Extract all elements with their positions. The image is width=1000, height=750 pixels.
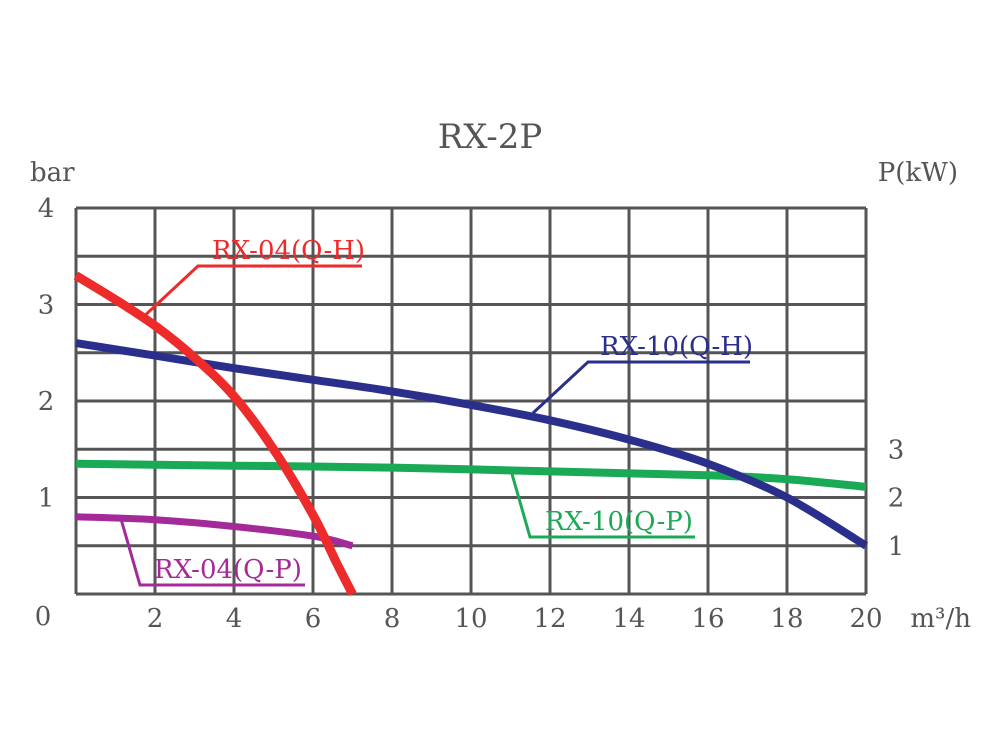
x-tick-label: 14 <box>612 604 645 634</box>
y-right-tick-label: 3 <box>888 435 905 465</box>
chart-title: RX-2P <box>438 117 543 157</box>
y-left-tick-label: 3 <box>38 291 55 321</box>
label-leader-line <box>510 473 695 539</box>
series-line-rx-10-q-p <box>75 459 867 491</box>
x-tick-label: 4 <box>226 604 243 634</box>
x-tick-label: 2 <box>147 604 164 634</box>
y-left-tick-label: 1 <box>38 484 55 514</box>
x-tick-label: 12 <box>533 604 566 634</box>
curves <box>73 271 869 597</box>
y-left-tick-label: 4 <box>38 194 55 224</box>
series-label-group: RX-10(Q-P) <box>510 473 695 539</box>
series-label: RX-04(Q-H) <box>212 236 365 266</box>
x-tick-label: 20 <box>849 604 882 634</box>
x-tick-label: 16 <box>691 604 724 634</box>
series-line-rx-10-q-h <box>75 339 869 550</box>
series-line-rx-04-q-p <box>75 513 354 550</box>
x-tick-label: 18 <box>770 604 803 634</box>
y-left-tick-label: 2 <box>38 387 55 417</box>
y-right-tick-label: 2 <box>888 484 905 514</box>
x-tick-label: 6 <box>305 604 322 634</box>
series-label: RX-10(Q-P) <box>545 507 693 537</box>
grid <box>74 206 868 596</box>
series-label-group: RX-10(Q-H) <box>531 332 753 415</box>
label-leader-line <box>119 518 305 587</box>
y-axis-left-label: bar <box>30 158 75 188</box>
series-label-group: RX-04(Q-H) <box>138 236 365 322</box>
label-leader-line <box>138 264 362 322</box>
y-axis-right-label: P(kW) <box>878 158 958 188</box>
label-leader-line <box>531 360 750 415</box>
x-tick-label: 10 <box>454 604 487 634</box>
origin-label: 0 <box>35 602 52 632</box>
series-line-rx-04-q-h <box>73 271 357 597</box>
series-label: RX-10(Q-H) <box>600 332 753 362</box>
series-label: RX-04(Q-P) <box>154 555 302 585</box>
series-label-group: RX-04(Q-P) <box>119 518 305 587</box>
x-tick-label: 8 <box>384 604 401 634</box>
series-labels: RX-04(Q-H) RX-10(Q-H) RX-10(Q-P) RX-04(Q-P) <box>119 236 753 587</box>
x-axis-label: m³/h <box>910 604 971 634</box>
y-right-tick-label: 1 <box>888 532 905 562</box>
